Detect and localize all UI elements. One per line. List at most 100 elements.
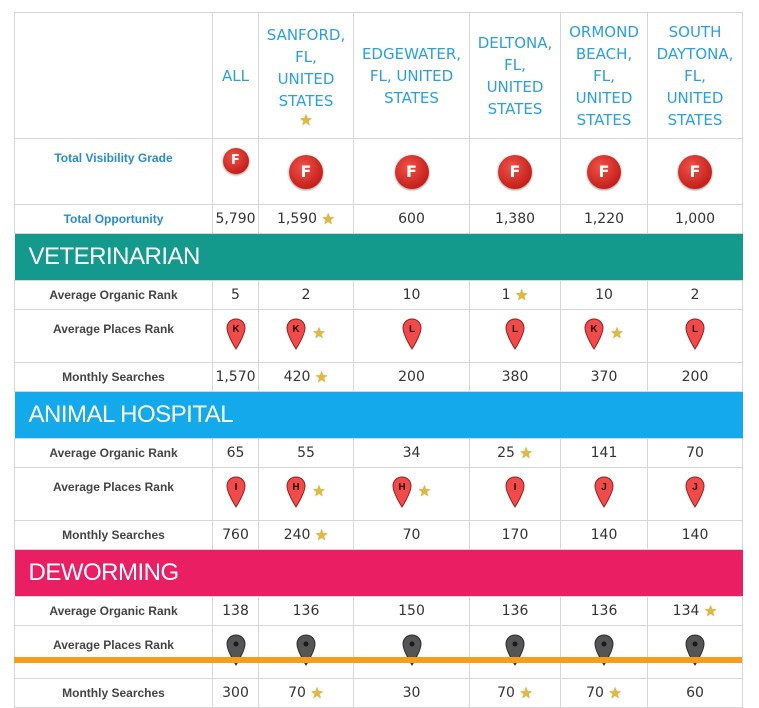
places-rank-cell[interactable]	[647, 625, 743, 679]
grade-badge[interactable]: F	[289, 154, 323, 189]
places-rank-cell[interactable]: J	[647, 467, 743, 521]
places-rank-cell[interactable]: I	[469, 467, 561, 521]
monthly-searches-cell-value: 370	[590, 369, 618, 385]
visibility-grade-cell: F	[647, 138, 743, 205]
organic-rank-cell: 2	[647, 280, 743, 310]
grade-badge[interactable]: F	[678, 154, 712, 189]
header-location-deltona[interactable]: DELTONA, FL, UNITED STATES	[469, 12, 561, 139]
svg-text:H: H	[293, 482, 300, 493]
visibility-grade-cell: F	[560, 138, 648, 205]
header-all-label: ALL	[222, 66, 249, 85]
header-location-south-daytona[interactable]: SOUTH DAYTONA, FL, UNITED STATES	[647, 12, 743, 139]
map-pin-icon: I	[505, 475, 525, 508]
opportunity-cell-value: 1,220	[583, 211, 625, 227]
places-rank-cell[interactable]: J	[560, 467, 648, 521]
organic-rank-cell-value: 34	[402, 445, 421, 461]
places-rank-cell[interactable]: K	[212, 309, 259, 363]
places-rank-cell[interactable]: L	[353, 309, 470, 363]
svg-text:H: H	[398, 482, 405, 493]
location-name-line: ORMOND	[569, 22, 639, 41]
monthly-searches-cell-value: 200	[681, 369, 709, 385]
top-rank-star-icon: ★	[610, 325, 624, 342]
top-rank-star-icon: ★	[314, 525, 329, 544]
total-opportunity-row: Total Opportunity 5,790 1,590 ★ 600 1,380 1,…	[14, 204, 743, 234]
location-name-line: STATES	[487, 99, 543, 118]
organic-rank-row: Average Organic Rank 5 2 10 1 ★ 10 2	[14, 280, 743, 310]
location-name-line: UNITED	[575, 88, 633, 107]
places-rank-cell[interactable]	[469, 625, 561, 679]
places-rank-cell[interactable]: H ★	[258, 467, 354, 521]
top-rank-star-icon: ★	[519, 683, 533, 702]
monthly-searches-cell-value: 200	[398, 369, 425, 385]
monthly-searches-cell: 240 ★	[258, 520, 354, 550]
map-pin-icon: K	[584, 317, 604, 350]
organic-rank-cell-value: 136	[501, 603, 529, 619]
monthly-searches-cell-value: 240	[283, 527, 311, 543]
organic-rank-cell: 5	[212, 280, 259, 310]
places-rank-cell[interactable]	[353, 625, 470, 679]
svg-text:J: J	[601, 482, 607, 493]
places-rank-cell[interactable]	[560, 625, 648, 679]
grade-badge[interactable]: F	[394, 154, 429, 189]
opportunity-cell-value: 5,790	[215, 211, 256, 227]
visibility-grade-cell: F	[353, 138, 470, 205]
header-location-ormond-beach[interactable]: ORMOND BEACH, FL, UNITED STATES	[560, 12, 648, 139]
places-rank-cell[interactable]: L	[647, 309, 743, 363]
svg-text:L: L	[692, 324, 698, 335]
keyword-title[interactable]: ANIMAL HOSPITAL	[14, 391, 743, 439]
places-rank-cell[interactable]	[212, 625, 259, 679]
svg-text:K: K	[232, 324, 240, 335]
organic-rank-cell: 10	[353, 280, 470, 310]
location-name-line: UNITED	[277, 69, 335, 88]
organic-rank-cell: 136	[560, 596, 648, 626]
top-rank-star-icon: ★	[608, 683, 622, 702]
header-location-sanford[interactable]: SANFORD, FL, UNITED STATES ★	[258, 12, 354, 139]
places-rank-cell[interactable]: K ★	[560, 309, 648, 363]
monthly-searches-cell: 70 ★	[258, 678, 354, 708]
organic-rank-cell: 10	[560, 280, 648, 310]
organic-rank-cell-value: 2	[301, 287, 311, 303]
organic-rank-cell: 136	[258, 596, 354, 626]
map-pin-icon: H	[392, 475, 412, 508]
rank-table: ALL SANFORD, FL, UNITED STATES ★ EDGEWATER, F…	[14, 12, 743, 708]
svg-text:K: K	[591, 324, 599, 335]
location-name-line: DELTONA,	[477, 33, 553, 52]
header-all[interactable]: ALL	[212, 12, 259, 139]
organic-rank-label: Average Organic Rank	[14, 280, 213, 310]
monthly-searches-cell-value: 300	[222, 685, 249, 701]
monthly-searches-cell: 70	[353, 520, 470, 550]
top-rank-star-icon: ★	[310, 683, 324, 702]
opportunity-cell: 5,790	[212, 204, 259, 234]
places-rank-cell[interactable]: L	[469, 309, 561, 363]
places-rank-cell[interactable]: K ★	[258, 309, 354, 363]
grade-badge[interactable]: F	[498, 154, 532, 189]
organic-rank-cell: 138	[212, 596, 259, 626]
location-name-line: SOUTH	[668, 22, 722, 41]
location-name-line: UNITED	[486, 77, 544, 96]
map-pin-icon: K	[286, 317, 306, 350]
opportunity-cell: 600	[353, 204, 470, 234]
opportunity-cell: 1,380	[469, 204, 561, 234]
monthly-searches-cell: 760	[212, 520, 259, 550]
places-rank-cell[interactable]	[258, 625, 354, 679]
monthly-searches-cell: 370	[560, 362, 648, 392]
grade-badge[interactable]: F	[222, 148, 249, 174]
top-rank-star-icon: ★	[519, 443, 533, 462]
organic-rank-cell-value: 138	[222, 603, 249, 619]
keyword-title[interactable]: VETERINARIAN	[14, 233, 743, 281]
organic-rank-cell-value: 1	[501, 287, 511, 303]
top-rank-star-icon: ★	[312, 483, 326, 500]
monthly-searches-cell: 70 ★	[469, 678, 561, 708]
total-opportunity-label: Total Opportunity	[14, 204, 213, 234]
places-rank-cell[interactable]: H ★	[353, 467, 470, 521]
places-rank-cell[interactable]: I	[212, 467, 259, 521]
keyword-title[interactable]: DEWORMING	[14, 549, 743, 597]
monthly-searches-cell: 70 ★	[560, 678, 648, 708]
map-pin-icon: J	[685, 475, 705, 508]
organic-rank-cell-value: 141	[590, 445, 618, 461]
organic-rank-cell-value: 70	[686, 445, 704, 461]
header-location-edgewater[interactable]: EDGEWATER, FL, UNITED STATES	[353, 12, 470, 139]
monthly-searches-cell: 30	[353, 678, 470, 708]
opportunity-cell-value: 600	[398, 211, 425, 227]
grade-badge[interactable]: F	[587, 154, 621, 189]
